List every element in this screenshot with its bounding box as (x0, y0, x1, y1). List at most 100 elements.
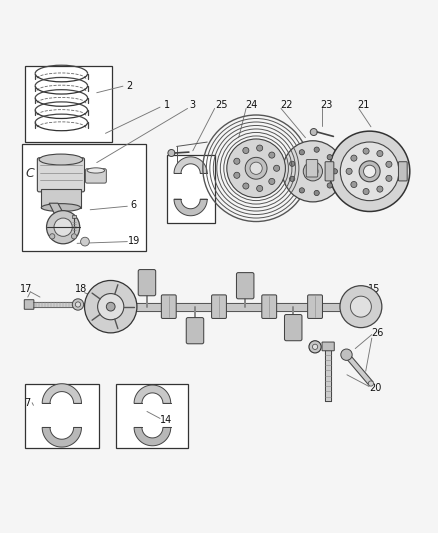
Circle shape (234, 172, 240, 179)
FancyBboxPatch shape (285, 314, 302, 341)
Circle shape (71, 233, 77, 239)
Circle shape (106, 302, 115, 311)
FancyBboxPatch shape (24, 300, 34, 309)
Circle shape (168, 149, 175, 157)
Circle shape (81, 237, 89, 246)
Circle shape (351, 181, 357, 188)
FancyBboxPatch shape (37, 158, 85, 192)
Text: 6: 6 (131, 200, 137, 211)
FancyBboxPatch shape (262, 295, 277, 318)
Circle shape (377, 186, 383, 192)
Circle shape (368, 381, 374, 386)
FancyBboxPatch shape (25, 66, 112, 142)
Circle shape (85, 280, 137, 333)
FancyBboxPatch shape (306, 159, 318, 177)
Polygon shape (345, 353, 373, 385)
Circle shape (243, 183, 249, 189)
Circle shape (54, 218, 72, 236)
Ellipse shape (39, 154, 83, 165)
Polygon shape (174, 199, 207, 216)
Circle shape (283, 141, 343, 202)
Text: 25: 25 (215, 100, 227, 110)
Circle shape (75, 302, 81, 307)
Ellipse shape (41, 204, 81, 212)
Text: 2: 2 (127, 81, 133, 91)
FancyBboxPatch shape (21, 144, 146, 251)
Circle shape (310, 128, 317, 135)
Text: 15: 15 (368, 284, 380, 294)
Text: 21: 21 (357, 100, 369, 110)
Circle shape (340, 286, 382, 328)
Circle shape (341, 349, 352, 360)
Circle shape (72, 299, 84, 310)
Circle shape (49, 233, 55, 239)
FancyBboxPatch shape (186, 318, 204, 344)
Circle shape (377, 150, 383, 157)
FancyBboxPatch shape (399, 161, 407, 181)
Circle shape (234, 158, 240, 164)
FancyBboxPatch shape (138, 270, 155, 296)
Text: 7: 7 (24, 398, 30, 408)
Text: 1: 1 (163, 100, 170, 110)
Circle shape (46, 211, 80, 244)
Circle shape (303, 161, 322, 181)
FancyBboxPatch shape (325, 161, 334, 181)
Circle shape (350, 296, 371, 317)
Circle shape (364, 165, 376, 177)
Polygon shape (42, 427, 81, 447)
Polygon shape (134, 385, 171, 403)
Circle shape (314, 147, 319, 152)
Circle shape (329, 131, 410, 212)
Circle shape (269, 152, 275, 158)
Text: 24: 24 (246, 100, 258, 110)
FancyBboxPatch shape (307, 295, 322, 318)
Ellipse shape (87, 168, 105, 173)
Circle shape (257, 185, 263, 191)
FancyBboxPatch shape (161, 295, 176, 318)
Polygon shape (49, 203, 67, 221)
Circle shape (363, 148, 369, 154)
Circle shape (250, 162, 262, 174)
Text: 3: 3 (190, 100, 196, 110)
FancyBboxPatch shape (322, 342, 334, 351)
FancyBboxPatch shape (25, 384, 99, 448)
FancyBboxPatch shape (237, 272, 254, 299)
Circle shape (346, 168, 352, 174)
FancyBboxPatch shape (41, 189, 81, 207)
Circle shape (327, 183, 332, 188)
Circle shape (386, 175, 392, 181)
FancyBboxPatch shape (166, 155, 215, 223)
FancyBboxPatch shape (85, 169, 106, 183)
Text: 20: 20 (369, 383, 381, 393)
FancyBboxPatch shape (72, 215, 76, 219)
Polygon shape (174, 157, 207, 173)
Text: 22: 22 (280, 100, 293, 110)
Circle shape (98, 294, 124, 320)
Circle shape (314, 190, 319, 196)
Circle shape (290, 161, 295, 166)
Polygon shape (42, 384, 81, 403)
Circle shape (274, 165, 280, 171)
Polygon shape (134, 427, 171, 446)
Circle shape (340, 142, 399, 200)
FancyBboxPatch shape (117, 384, 188, 448)
Circle shape (359, 161, 380, 182)
Circle shape (243, 148, 249, 154)
Circle shape (327, 155, 332, 160)
Circle shape (332, 169, 338, 174)
Circle shape (299, 188, 304, 193)
Text: 17: 17 (20, 284, 32, 294)
Circle shape (351, 155, 357, 161)
Circle shape (363, 189, 369, 195)
Circle shape (309, 341, 321, 353)
Circle shape (312, 344, 318, 350)
Circle shape (227, 139, 286, 198)
Text: 14: 14 (159, 415, 172, 425)
Text: C: C (25, 167, 34, 181)
Text: 23: 23 (320, 100, 332, 110)
Circle shape (299, 150, 304, 155)
Circle shape (257, 145, 263, 151)
Circle shape (386, 161, 392, 167)
Circle shape (245, 157, 267, 179)
Circle shape (269, 179, 275, 184)
